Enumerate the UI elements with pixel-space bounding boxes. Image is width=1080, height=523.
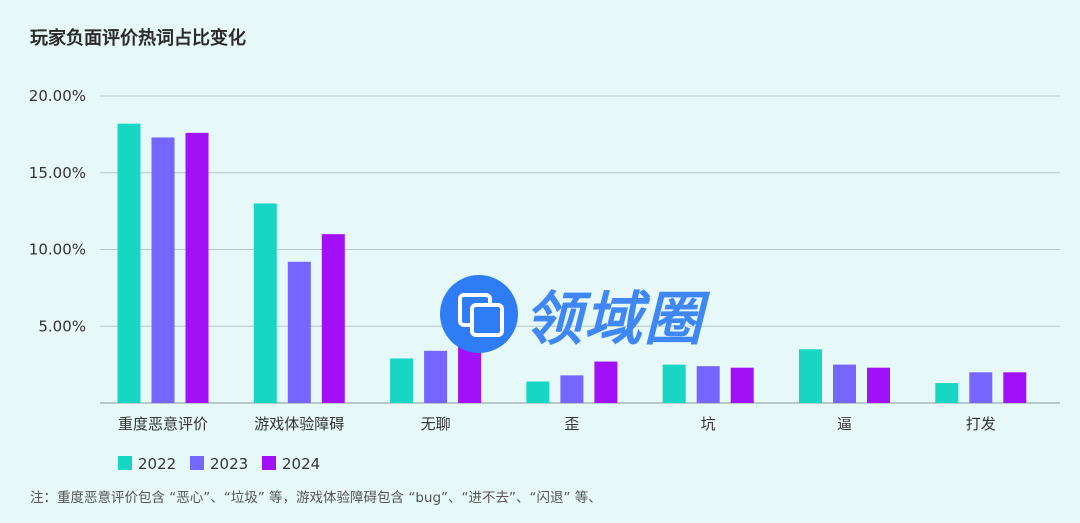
- legend-swatch-2023: [190, 456, 204, 470]
- bar-2022-6: [935, 383, 959, 403]
- watermark-text: 领域圈: [524, 285, 705, 353]
- y-tick-label: 5.00%: [38, 317, 86, 335]
- x-tick-label: 无聊: [421, 415, 451, 433]
- chart-title: 玩家负面评价热词占比变化: [30, 28, 246, 49]
- bar-2023-2: [424, 350, 448, 403]
- y-tick-label: 20.00%: [29, 87, 86, 105]
- x-tick-label: 歪: [564, 415, 579, 433]
- bar-2023-6: [969, 372, 993, 403]
- bar-2022-5: [799, 349, 822, 403]
- legend-label-2023: 2023: [210, 455, 248, 473]
- x-tick-label: 坑: [701, 415, 716, 433]
- bar-2022-3: [526, 381, 550, 403]
- bar-2024-1: [321, 234, 345, 403]
- legend-label-2024: 2024: [282, 455, 320, 473]
- x-tick-label: 打发: [966, 415, 996, 433]
- footnote: 注：重度恶意评价包含 “恶心”、“垃圾” 等，游戏体验障碍包含 “bug”、“进…: [30, 490, 602, 506]
- legend-label-2022: 2022: [138, 455, 176, 473]
- bar-2024-3: [594, 361, 618, 403]
- bar-2024-6: [1003, 372, 1027, 403]
- bar-2022-4: [662, 364, 686, 403]
- x-tick-label: 游戏体验障碍: [254, 415, 344, 433]
- bar-2024-4: [730, 367, 754, 403]
- y-tick-label: 10.00%: [29, 241, 86, 259]
- legend-swatch-2022: [118, 456, 132, 470]
- bar-2024-5: [867, 367, 890, 403]
- y-tick-label: 15.00%: [29, 164, 86, 182]
- bar-2022-1: [253, 203, 277, 403]
- legend-swatch-2024: [262, 456, 276, 470]
- bar-2022-2: [390, 358, 414, 403]
- bar-2023-1: [287, 261, 311, 403]
- bar-2023-3: [560, 375, 584, 403]
- watermark: 领域圈: [440, 272, 704, 356]
- watermark-logo-icon: [440, 275, 518, 353]
- x-tick-label: 逼: [837, 415, 852, 433]
- bar-2023-5: [833, 364, 856, 403]
- x-tick-label: 重度恶意评价: [118, 415, 208, 433]
- bar-2022-0: [117, 123, 141, 403]
- bar-2024-0: [185, 132, 209, 403]
- bar-2023-0: [151, 137, 175, 403]
- bar-2023-4: [696, 366, 720, 403]
